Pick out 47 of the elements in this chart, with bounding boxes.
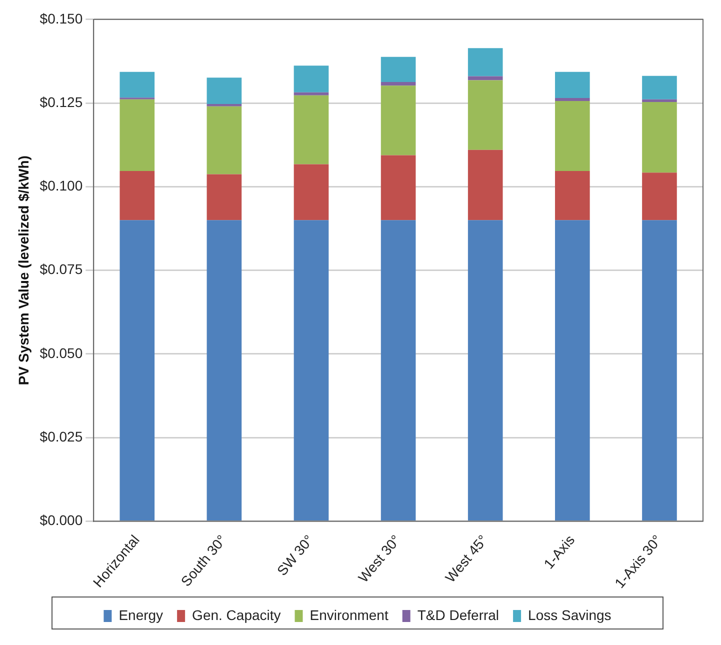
legend-label: Gen. Capacity (192, 606, 281, 623)
y-tick-label: $0.050 (40, 344, 83, 361)
bar (468, 220, 503, 520)
legend-label: Energy (118, 606, 164, 623)
bar (468, 76, 503, 80)
y-tick-label: $0.150 (40, 10, 83, 26)
legend-label: Loss Savings (528, 606, 612, 623)
bar (380, 56, 416, 82)
bar (206, 220, 242, 520)
bar (206, 174, 242, 220)
bar (642, 76, 677, 100)
bar (642, 102, 677, 173)
y-tick-label: $0.100 (40, 178, 83, 194)
bar (468, 48, 503, 76)
x-tick-label: SW 30° (274, 532, 317, 578)
bar (120, 170, 155, 220)
bar (294, 220, 329, 520)
bar (206, 78, 242, 104)
bar (294, 95, 329, 164)
bar (642, 99, 677, 102)
bar (642, 220, 677, 520)
bar (380, 86, 416, 156)
bar (380, 82, 416, 86)
bar (642, 172, 677, 220)
bar (555, 220, 590, 520)
legend-label: T&D Deferral (417, 606, 500, 623)
bar (555, 170, 590, 220)
bar (380, 220, 416, 520)
bar (380, 155, 416, 220)
bar (120, 72, 155, 98)
bar (120, 99, 155, 171)
y-tick-label: $0.025 (40, 428, 83, 444)
y-tick-label: $0.075 (40, 261, 83, 278)
bar (555, 98, 590, 102)
bar (206, 106, 242, 174)
bar (294, 164, 329, 220)
y-tick-label: $0.125 (40, 94, 83, 110)
y-tick-label: $0.000 (40, 512, 83, 528)
bar (555, 72, 590, 98)
bar (468, 150, 503, 220)
bar (555, 101, 590, 171)
y-axis-title: PV System Value (levelized $/kWh) (15, 156, 32, 386)
bar (120, 220, 155, 520)
bar (468, 80, 503, 150)
legend-label: Environment (310, 606, 388, 623)
bar (294, 66, 329, 92)
bar (294, 92, 329, 96)
